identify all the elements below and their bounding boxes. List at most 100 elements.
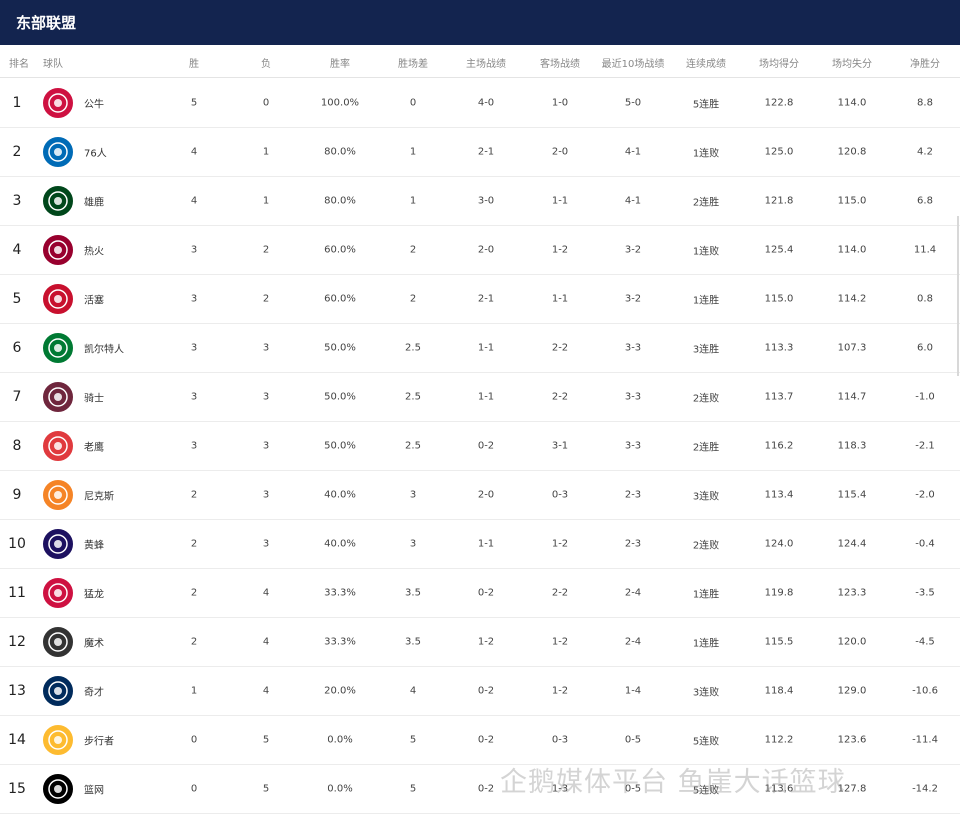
away-record-cell: 0-3 <box>551 489 569 500</box>
rank-cell: 5 <box>12 290 22 307</box>
opp-ppg-cell: 124.4 <box>837 538 867 549</box>
wins-cell: 2 <box>190 489 198 500</box>
team-name[interactable]: 猛龙 <box>84 589 104 600</box>
conference-header: 东部联盟 <box>0 0 960 45</box>
games-behind-cell: 2 <box>409 244 417 255</box>
wins-cell: 3 <box>190 440 198 451</box>
losses-cell: 3 <box>262 391 270 402</box>
bulls-logo-icon <box>43 87 73 118</box>
celtics-logo-icon <box>43 332 73 363</box>
streak-cell: 5连败 <box>692 736 720 747</box>
watermark: 企鹅媒体平台 鱼崖大话篮球 <box>500 767 846 798</box>
team-name[interactable]: 黄蜂 <box>84 540 104 551</box>
col-ppg: 场均得分 <box>759 59 799 70</box>
games-behind-cell: 1 <box>409 195 417 206</box>
hawks-logo-icon <box>43 430 73 461</box>
home-record-cell: 0-2 <box>477 440 495 451</box>
table-row[interactable]: 6 凯尔特人 3 3 50.0% 2.5 1-1 2-2 3-3 3连胜 113.3 107.3 6.0 <box>0 323 960 373</box>
cavaliers-logo-icon <box>43 381 73 412</box>
col-streak: 连续成绩 <box>686 59 726 70</box>
table-row[interactable]: 15 篮网 0 5 0.0% 5 0-2 1-3 0-5 5连败 113.6 127.8 -14.2 <box>0 764 960 814</box>
team-name[interactable]: 老鹰 <box>84 442 104 453</box>
home-record-cell: 2-1 <box>477 293 495 304</box>
76ers-logo-icon <box>43 136 73 167</box>
wins-cell: 2 <box>190 587 198 598</box>
team-name[interactable]: 魔术 <box>84 638 104 649</box>
home-record-cell: 1-1 <box>477 342 495 353</box>
pistons-logo-icon <box>43 283 73 314</box>
table-row[interactable]: 13 奇才 1 4 20.0% 4 0-2 1-2 1-4 3连败 118.4 129.0 -10.6 <box>0 666 960 716</box>
team-name[interactable]: 凯尔特人 <box>84 344 124 355</box>
scrollbar[interactable] <box>957 216 959 376</box>
wins-cell: 4 <box>190 195 198 206</box>
team-name[interactable]: 76人 <box>84 148 107 159</box>
losses-cell: 4 <box>262 636 270 647</box>
team-name[interactable]: 篮网 <box>84 785 104 796</box>
losses-cell: 3 <box>262 538 270 549</box>
last10-cell: 3-2 <box>624 244 642 255</box>
away-record-cell: 1-2 <box>551 685 569 696</box>
team-name[interactable]: 尼克斯 <box>84 491 114 502</box>
wizards-logo-icon <box>43 675 73 706</box>
table-row[interactable]: 2 76人 4 1 80.0% 1 2-1 2-0 4-1 1连败 125.0 120.8 4.2 <box>0 127 960 177</box>
table-row[interactable]: 4 热火 3 2 60.0% 2 2-0 1-2 3-2 1连败 125.4 114.0 11.4 <box>0 225 960 275</box>
table-row[interactable]: 1 公牛 5 0 100.0% 0 4-0 1-0 5-0 5连胜 122.8 114.0 8.8 <box>0 78 960 128</box>
streak-cell: 3连败 <box>692 687 720 698</box>
away-record-cell: 2-0 <box>551 146 569 157</box>
team-name[interactable]: 活塞 <box>84 295 104 306</box>
last10-cell: 2-4 <box>624 636 642 647</box>
table-row[interactable]: 12 魔术 2 4 33.3% 3.5 1-2 1-2 2-4 1连胜 115.5 120.0 -4.5 <box>0 617 960 667</box>
wins-cell: 3 <box>190 342 198 353</box>
team-name[interactable]: 热火 <box>84 246 104 257</box>
streak-cell: 5连败 <box>692 785 720 796</box>
team-name[interactable]: 步行者 <box>84 736 114 747</box>
wins-cell: 0 <box>190 734 198 745</box>
rank-cell: 15 <box>8 780 26 797</box>
games-behind-cell: 3 <box>409 489 417 500</box>
ppg-cell: 115.5 <box>764 636 794 647</box>
games-behind-cell: 2 <box>409 293 417 304</box>
team-name[interactable]: 奇才 <box>84 687 104 698</box>
games-behind-cell: 2.5 <box>405 342 421 353</box>
team-name[interactable]: 公牛 <box>84 99 104 110</box>
ppg-cell: 113.3 <box>764 342 794 353</box>
last10-cell: 2-3 <box>624 489 642 500</box>
pacers-logo-icon <box>43 724 73 755</box>
away-record-cell: 1-1 <box>551 195 569 206</box>
wins-cell: 3 <box>190 293 198 304</box>
ppg-cell: 125.0 <box>764 146 794 157</box>
team-name[interactable]: 雄鹿 <box>84 197 104 208</box>
losses-cell: 1 <box>262 146 270 157</box>
ppg-cell: 122.8 <box>764 97 794 108</box>
rank-cell: 13 <box>8 682 26 699</box>
streak-cell: 2连胜 <box>692 442 720 453</box>
diff-cell: -14.2 <box>912 783 938 794</box>
table-row[interactable]: 11 猛龙 2 4 33.3% 3.5 0-2 2-2 2-4 1连胜 119.8 123.3 -3.5 <box>0 568 960 618</box>
away-record-cell: 1-2 <box>551 636 569 647</box>
pct-cell: 60.0% <box>324 293 356 304</box>
table-row[interactable]: 9 尼克斯 2 3 40.0% 3 2-0 0-3 2-3 3连败 113.4 115.4 -2.0 <box>0 470 960 520</box>
magic-logo-icon <box>43 626 73 657</box>
games-behind-cell: 5 <box>409 783 417 794</box>
rank-cell: 3 <box>12 192 22 209</box>
opp-ppg-cell: 115.4 <box>837 489 867 500</box>
table-row[interactable]: 3 雄鹿 4 1 80.0% 1 3-0 1-1 4-1 2连胜 121.8 115.0 6.8 <box>0 176 960 226</box>
last10-cell: 3-3 <box>624 391 642 402</box>
streak-cell: 2连败 <box>692 393 720 404</box>
table-row[interactable]: 7 骑士 3 3 50.0% 2.5 1-1 2-2 3-3 2连败 113.7 114.7 -1.0 <box>0 372 960 422</box>
diff-cell: -2.0 <box>915 489 935 500</box>
games-behind-cell: 5 <box>409 734 417 745</box>
last10-cell: 2-3 <box>624 538 642 549</box>
streak-cell: 3连败 <box>692 491 720 502</box>
away-record-cell: 1-1 <box>551 293 569 304</box>
opp-ppg-cell: 123.6 <box>837 734 867 745</box>
team-name[interactable]: 骑士 <box>84 393 104 404</box>
table-row[interactable]: 5 活塞 3 2 60.0% 2 2-1 1-1 3-2 1连胜 115.0 114.2 0.8 <box>0 274 960 324</box>
col-wins: 胜 <box>189 59 199 70</box>
table-row[interactable]: 14 步行者 0 5 0.0% 5 0-2 0-3 0-5 5连败 112.2 123.6 -11.4 <box>0 715 960 765</box>
table-row[interactable]: 10 黄蜂 2 3 40.0% 3 1-1 1-2 2-3 2连败 124.0 124.4 -0.4 <box>0 519 960 569</box>
diff-cell: -2.1 <box>915 440 935 451</box>
opp-ppg-cell: 127.8 <box>837 783 867 794</box>
home-record-cell: 3-0 <box>477 195 495 206</box>
table-row[interactable]: 8 老鹰 3 3 50.0% 2.5 0-2 3-1 3-3 2连胜 116.2 118.3 -2.1 <box>0 421 960 471</box>
